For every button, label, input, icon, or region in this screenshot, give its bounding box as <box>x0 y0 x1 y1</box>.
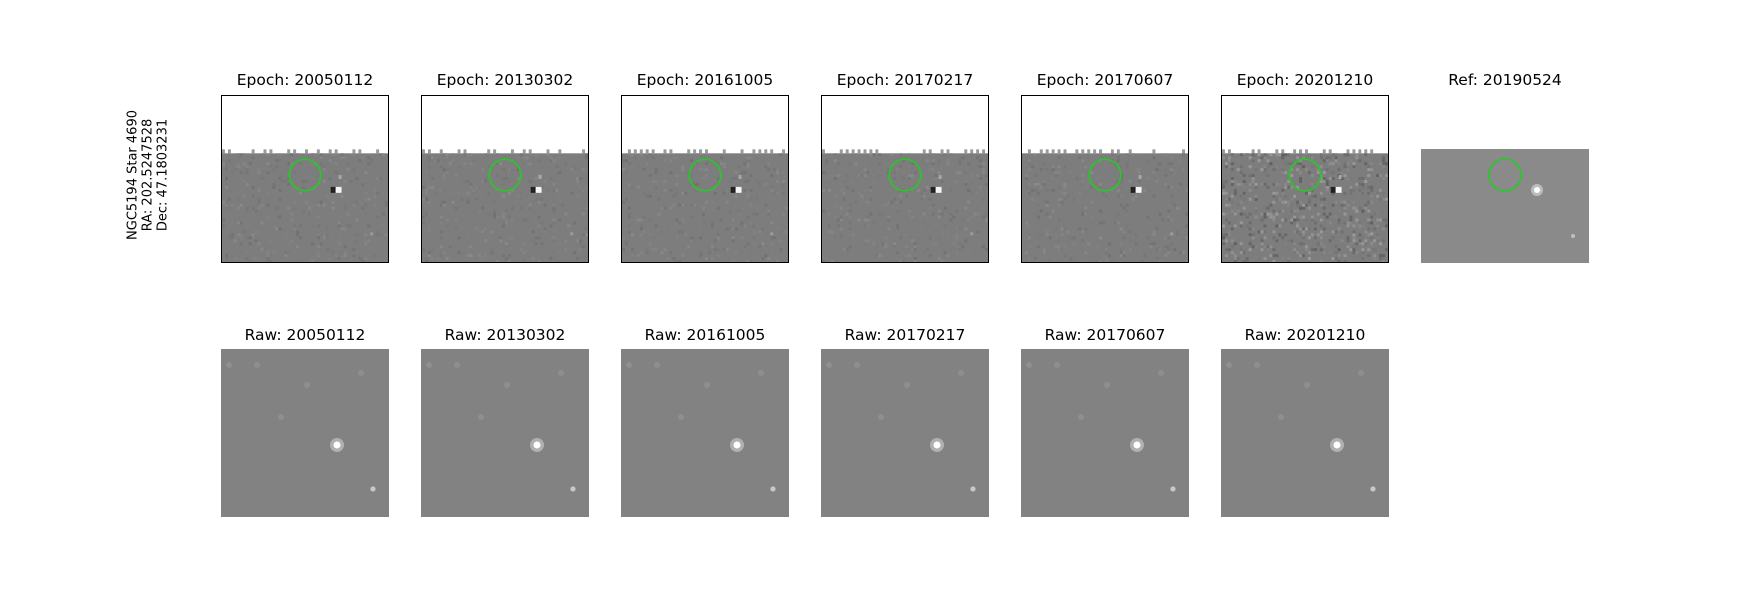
bright-star <box>1133 441 1141 449</box>
raw-field <box>1221 349 1389 517</box>
star-name: NGC5194 Star 4690 <box>125 110 141 240</box>
epoch-title-6: Epoch: 20201210 <box>1236 71 1374 89</box>
raw-image-4 <box>821 349 989 517</box>
raw-title-2: Raw: 20130302 <box>444 326 566 344</box>
raw-title-6: Raw: 20201210 <box>1244 326 1366 344</box>
bright-star <box>333 441 341 449</box>
residual-bright <box>1335 186 1342 193</box>
star-ra: RA: 202.5247528 <box>140 118 156 232</box>
raw-field <box>421 349 589 517</box>
residual-bright <box>735 186 742 193</box>
residual-dark <box>530 186 536 193</box>
raw-field <box>821 349 989 517</box>
raw-title-5: Raw: 20170607 <box>1044 326 1166 344</box>
epoch-title-5: Epoch: 20170607 <box>1036 71 1174 89</box>
difference-image-4 <box>821 95 989 263</box>
residual-bright <box>535 186 542 193</box>
target-circle <box>288 158 322 192</box>
residual-dark <box>330 186 336 193</box>
epoch-title-1: Epoch: 20050112 <box>236 71 374 89</box>
target-circle <box>1088 158 1122 192</box>
residual-bright <box>935 186 942 193</box>
target-circle <box>488 158 522 192</box>
raw-image-6 <box>1221 349 1389 517</box>
residual-bright <box>1135 186 1142 193</box>
star-identifier-label: NGC5194 Star 4690 RA: 202.5247528 Dec: 4… <box>126 110 171 240</box>
target-circle <box>1488 158 1522 192</box>
reference-star <box>1534 187 1540 193</box>
residual-bright <box>335 186 342 193</box>
raw-title-1: Raw: 20050112 <box>244 326 366 344</box>
difference-image-3 <box>621 95 789 263</box>
reference-image <box>1421 95 1589 263</box>
difference-image-5 <box>1021 95 1189 263</box>
star-dec: Dec: 47.1803231 <box>155 118 171 232</box>
difference-image-6 <box>1221 95 1389 263</box>
epoch-title-3: Epoch: 20161005 <box>636 71 774 89</box>
raw-title-4: Raw: 20170217 <box>844 326 966 344</box>
difference-image-1 <box>221 95 389 263</box>
raw-image-5 <box>1021 349 1189 517</box>
epoch-title-2: Epoch: 20130302 <box>436 71 574 89</box>
epoch-title-4: Epoch: 20170217 <box>836 71 974 89</box>
difference-image-2 <box>421 95 589 263</box>
bright-star <box>933 441 941 449</box>
residual-dark <box>1330 186 1336 193</box>
raw-image-1 <box>221 349 389 517</box>
target-circle <box>888 158 922 192</box>
residual-dark <box>1130 186 1136 193</box>
bright-star <box>533 441 541 449</box>
bright-star <box>1333 441 1341 449</box>
raw-image-2 <box>421 349 589 517</box>
raw-field <box>1021 349 1189 517</box>
reference-field <box>1421 153 1589 263</box>
raw-image-3 <box>621 349 789 517</box>
target-circle <box>1288 158 1322 192</box>
bright-star <box>733 441 741 449</box>
raw-field <box>221 349 389 517</box>
residual-dark <box>730 186 736 193</box>
raw-title-3: Raw: 20161005 <box>644 326 766 344</box>
residual-dark <box>930 186 936 193</box>
raw-field <box>621 349 789 517</box>
reference-title: Ref: 20190524 <box>1448 71 1562 89</box>
target-circle <box>688 158 722 192</box>
